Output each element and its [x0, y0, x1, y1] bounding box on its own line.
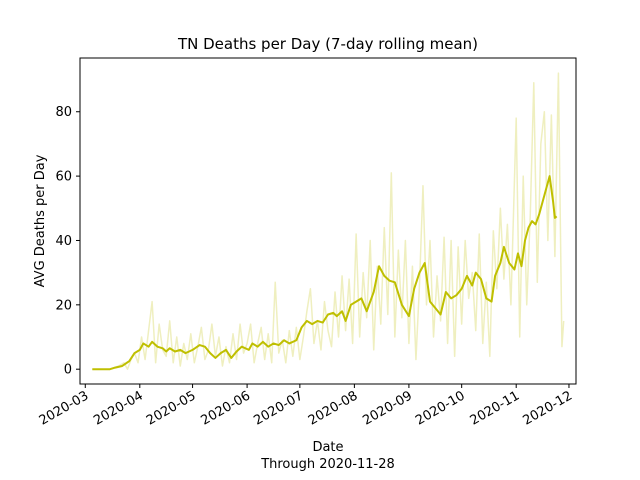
x-axis-label: Date [312, 440, 343, 455]
daily-deaths-line [92, 72, 565, 370]
daily-deaths-series [92, 72, 565, 370]
y-tick-label: 0 [64, 363, 72, 378]
plot-area-frame [79, 57, 577, 385]
x-axis-sublabel: Through 2020-11-28 [260, 457, 395, 472]
y-tick-label: 40 [55, 234, 72, 249]
y-tick-label: 80 [55, 105, 72, 120]
y-tick-label: 20 [55, 298, 72, 313]
y-axis-ticks: 0 20 40 60 80 [55, 105, 80, 378]
rolling-mean-series [92, 175, 558, 371]
rolling-mean-line [92, 175, 558, 371]
y-axis-label: AVG Deaths per Day [33, 154, 48, 287]
y-tick-label: 60 [55, 170, 72, 185]
chart-title: TN Deaths per Day (7-day rolling mean) [177, 35, 478, 53]
